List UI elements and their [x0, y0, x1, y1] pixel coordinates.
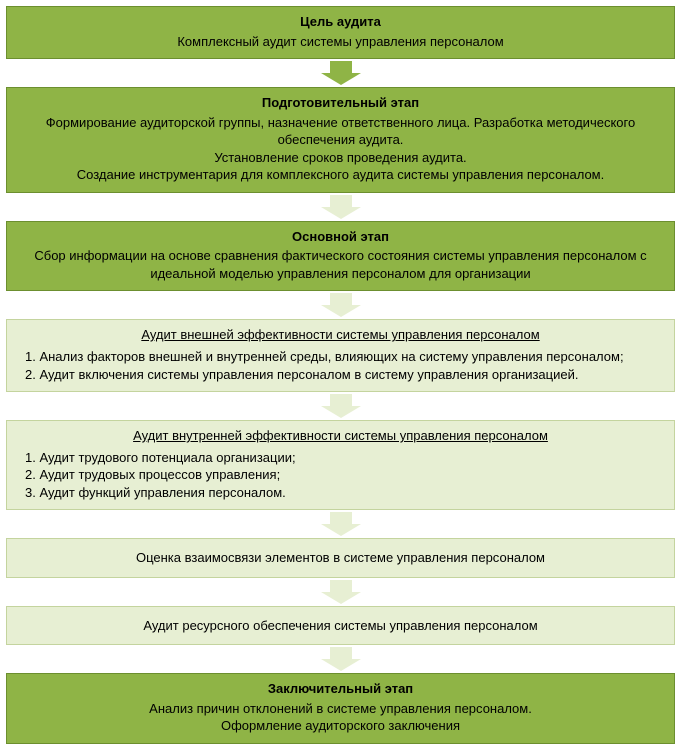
node-final-title: Заключительный этап [268, 681, 413, 696]
arrow-icon [321, 195, 361, 219]
arrow-icon [321, 293, 361, 317]
node-ext-list: 1. Анализ факторов внешней и внутренней … [19, 348, 662, 383]
arrow-icon [321, 512, 361, 536]
node-final-body: Анализ причин отклонений в системе управ… [19, 700, 662, 735]
node-ext-subtitle: Аудит внешней эффективности системы упра… [19, 326, 662, 344]
arrow-icon [321, 647, 361, 671]
arrow-icon [321, 61, 361, 85]
node-resource: Аудит ресурсного обеспечения системы упр… [6, 606, 675, 646]
node-main-body: Сбор информации на основе сравнения факт… [19, 247, 662, 282]
node-prep-body: Формирование аудиторской группы, назначе… [19, 114, 662, 184]
node-prep: Подготовительный этап Формирование аудит… [6, 87, 675, 193]
arrow-icon [321, 394, 361, 418]
node-main: Основной этап Сбор информации на основе … [6, 221, 675, 292]
node-prep-title: Подготовительный этап [262, 95, 419, 110]
flowchart: Цель аудита Комплексный аудит системы уп… [6, 6, 675, 744]
node-goal: Цель аудита Комплексный аудит системы уп… [6, 6, 675, 59]
node-goal-title: Цель аудита [300, 14, 381, 29]
node-final: Заключительный этап Анализ причин отклон… [6, 673, 675, 744]
node-int-list: 1. Аудит трудового потенциала организаци… [19, 449, 662, 502]
node-resource-text: Аудит ресурсного обеспечения системы упр… [143, 618, 537, 633]
arrow-icon [321, 580, 361, 604]
node-external-audit: Аудит внешней эффективности системы упра… [6, 319, 675, 392]
node-goal-body: Комплексный аудит системы управления пер… [19, 33, 662, 51]
node-internal-audit: Аудит внутренней эффективности системы у… [6, 420, 675, 510]
node-assess: Оценка взаимосвязи элементов в системе у… [6, 538, 675, 578]
node-int-subtitle: Аудит внутренней эффективности системы у… [19, 427, 662, 445]
node-main-title: Основной этап [292, 229, 389, 244]
node-assess-text: Оценка взаимосвязи элементов в системе у… [136, 550, 545, 565]
